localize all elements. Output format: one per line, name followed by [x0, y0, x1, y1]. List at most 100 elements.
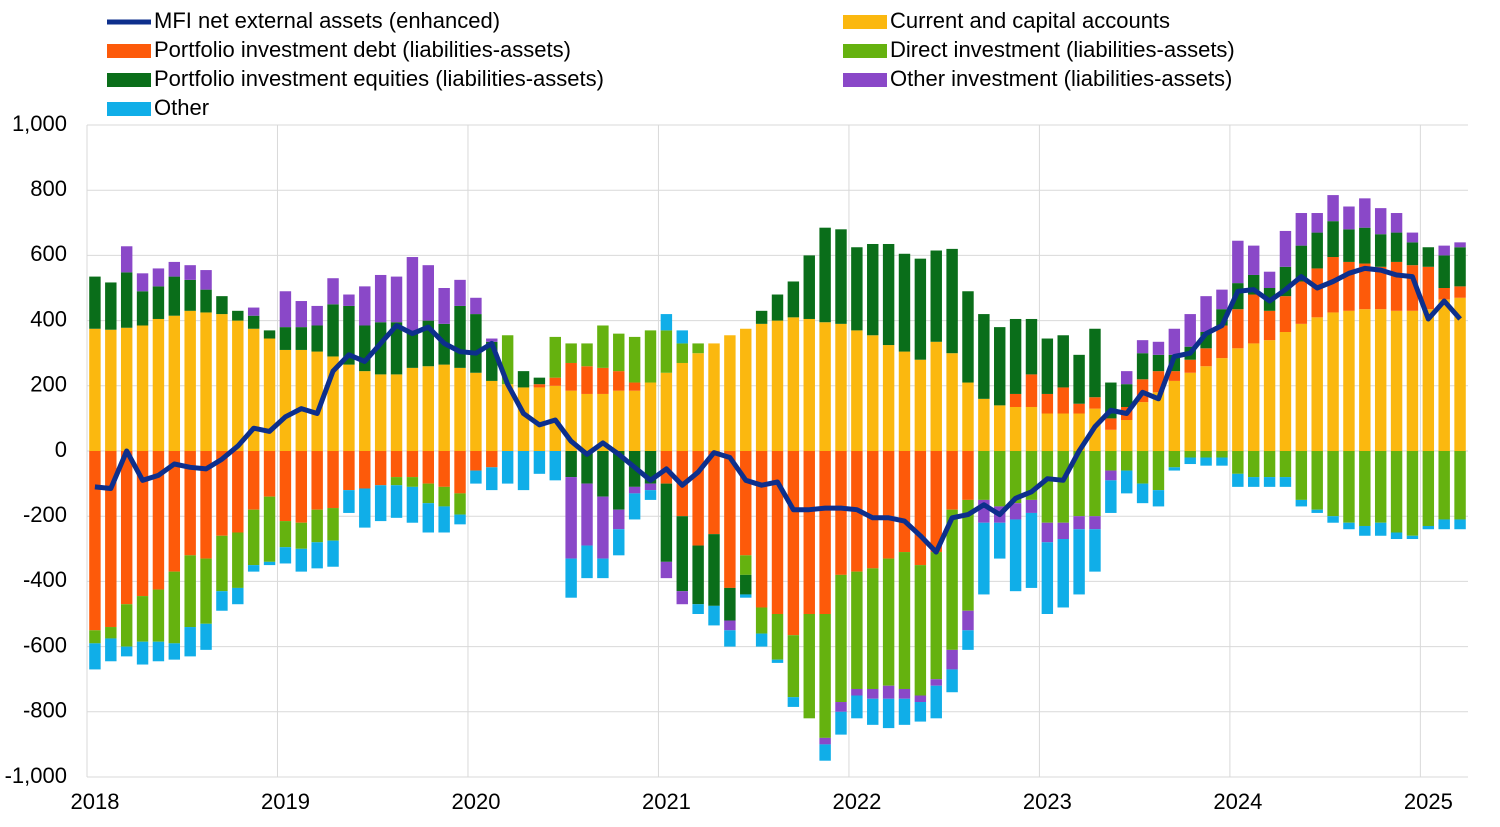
bar [692, 545, 704, 605]
bar [105, 638, 117, 662]
bar [311, 451, 323, 510]
bar [1200, 366, 1212, 451]
line [94, 265, 1462, 555]
bar [136, 451, 149, 597]
bar [1311, 268, 1323, 318]
bar [136, 596, 149, 642]
bar [327, 356, 339, 451]
bar [867, 451, 879, 569]
bar [89, 643, 101, 670]
bar [374, 274, 387, 323]
bar [978, 522, 990, 595]
bar [406, 477, 419, 487]
bar [1200, 296, 1212, 333]
bar [454, 279, 466, 306]
x-tick-label: 2022 [832, 789, 881, 814]
bar [263, 338, 276, 451]
bar [835, 229, 847, 324]
bar [247, 565, 260, 572]
bar [1168, 380, 1181, 451]
bar [1438, 519, 1450, 530]
bar [486, 467, 498, 491]
bar [549, 377, 561, 386]
bar [962, 382, 974, 451]
bar [1105, 480, 1117, 513]
x-tick-label: 2018 [71, 789, 120, 814]
x-tick-label: 2019 [261, 789, 310, 814]
bar [692, 353, 704, 451]
bar [1438, 299, 1450, 451]
bar [1438, 255, 1450, 288]
bar [168, 451, 181, 572]
bar [422, 503, 434, 533]
bar [930, 552, 942, 680]
bar [1152, 490, 1165, 507]
bar [1454, 247, 1466, 287]
bar [676, 516, 688, 592]
bar [1311, 451, 1323, 510]
bar [1089, 328, 1101, 398]
bar [1263, 271, 1276, 288]
bar [771, 614, 784, 660]
bar [803, 614, 815, 719]
bar [1073, 451, 1085, 517]
bar [867, 243, 879, 336]
bar [438, 451, 450, 487]
bar [692, 343, 704, 354]
bar [327, 304, 339, 357]
bar [676, 343, 688, 363]
bar [200, 312, 212, 451]
bar [851, 571, 863, 689]
bar [120, 646, 133, 657]
bar [740, 328, 752, 451]
bar [835, 574, 847, 703]
bar [708, 534, 720, 606]
bar [1073, 516, 1085, 530]
bar [1390, 261, 1403, 311]
bar [1374, 208, 1387, 235]
legend-swatch [107, 102, 151, 116]
bar [1121, 470, 1133, 494]
bar [247, 315, 260, 329]
bar [136, 641, 149, 665]
bar [1247, 294, 1260, 344]
bar [327, 540, 339, 567]
bar [787, 697, 800, 707]
bar [454, 451, 466, 494]
bar [1025, 451, 1038, 500]
legend-swatch [107, 44, 151, 58]
bar [1295, 451, 1308, 500]
bar [724, 335, 736, 451]
bar [724, 620, 736, 631]
bar [1073, 529, 1085, 595]
bar [406, 367, 419, 451]
bar [1343, 206, 1355, 230]
bar [898, 688, 911, 699]
legend-swatch [843, 44, 887, 58]
bar [1105, 429, 1117, 451]
bar [470, 372, 482, 451]
bar [914, 702, 927, 722]
bar [914, 695, 927, 703]
bar [676, 591, 688, 605]
bar [295, 522, 308, 549]
bar [755, 451, 768, 608]
bar [978, 398, 990, 451]
bar [232, 310, 244, 321]
bar [200, 451, 212, 559]
bar [359, 325, 371, 372]
bar [470, 470, 482, 484]
bar [946, 509, 958, 650]
bar [1454, 451, 1466, 520]
bar [168, 261, 181, 277]
bar [152, 286, 165, 319]
bar [835, 702, 847, 712]
bar [1041, 338, 1054, 394]
bar [1009, 318, 1022, 394]
bar [1168, 371, 1181, 381]
bar [644, 451, 657, 484]
bar [1184, 314, 1196, 347]
bar [359, 371, 371, 451]
bar [454, 514, 466, 525]
x-tick-label: 2025 [1404, 789, 1453, 814]
